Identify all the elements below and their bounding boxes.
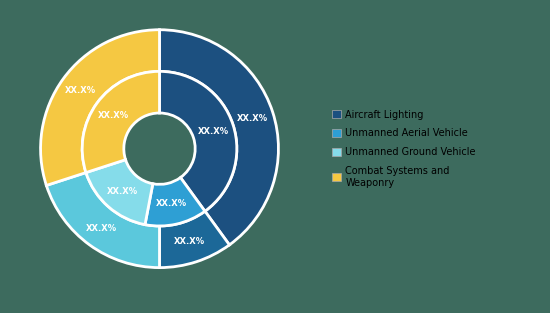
- Text: XX.X%: XX.X%: [237, 114, 268, 123]
- Text: XX.X%: XX.X%: [64, 86, 96, 95]
- Wedge shape: [46, 172, 160, 268]
- Wedge shape: [145, 177, 205, 226]
- Wedge shape: [160, 30, 278, 245]
- Legend: Aircraft Lighting, Unmanned Aerial Vehicle, Unmanned Ground Vehicle, Combat Syst: Aircraft Lighting, Unmanned Aerial Vehic…: [328, 106, 480, 192]
- Wedge shape: [160, 71, 237, 211]
- Wedge shape: [86, 160, 153, 225]
- Text: XX.X%: XX.X%: [86, 223, 117, 233]
- Wedge shape: [160, 211, 229, 268]
- Text: XX.X%: XX.X%: [98, 111, 129, 120]
- Text: XX.X%: XX.X%: [174, 238, 205, 247]
- Text: XX.X%: XX.X%: [156, 199, 188, 208]
- Wedge shape: [82, 71, 160, 172]
- Text: XX.X%: XX.X%: [197, 127, 229, 136]
- Wedge shape: [41, 30, 159, 185]
- Text: XX.X%: XX.X%: [107, 187, 138, 196]
